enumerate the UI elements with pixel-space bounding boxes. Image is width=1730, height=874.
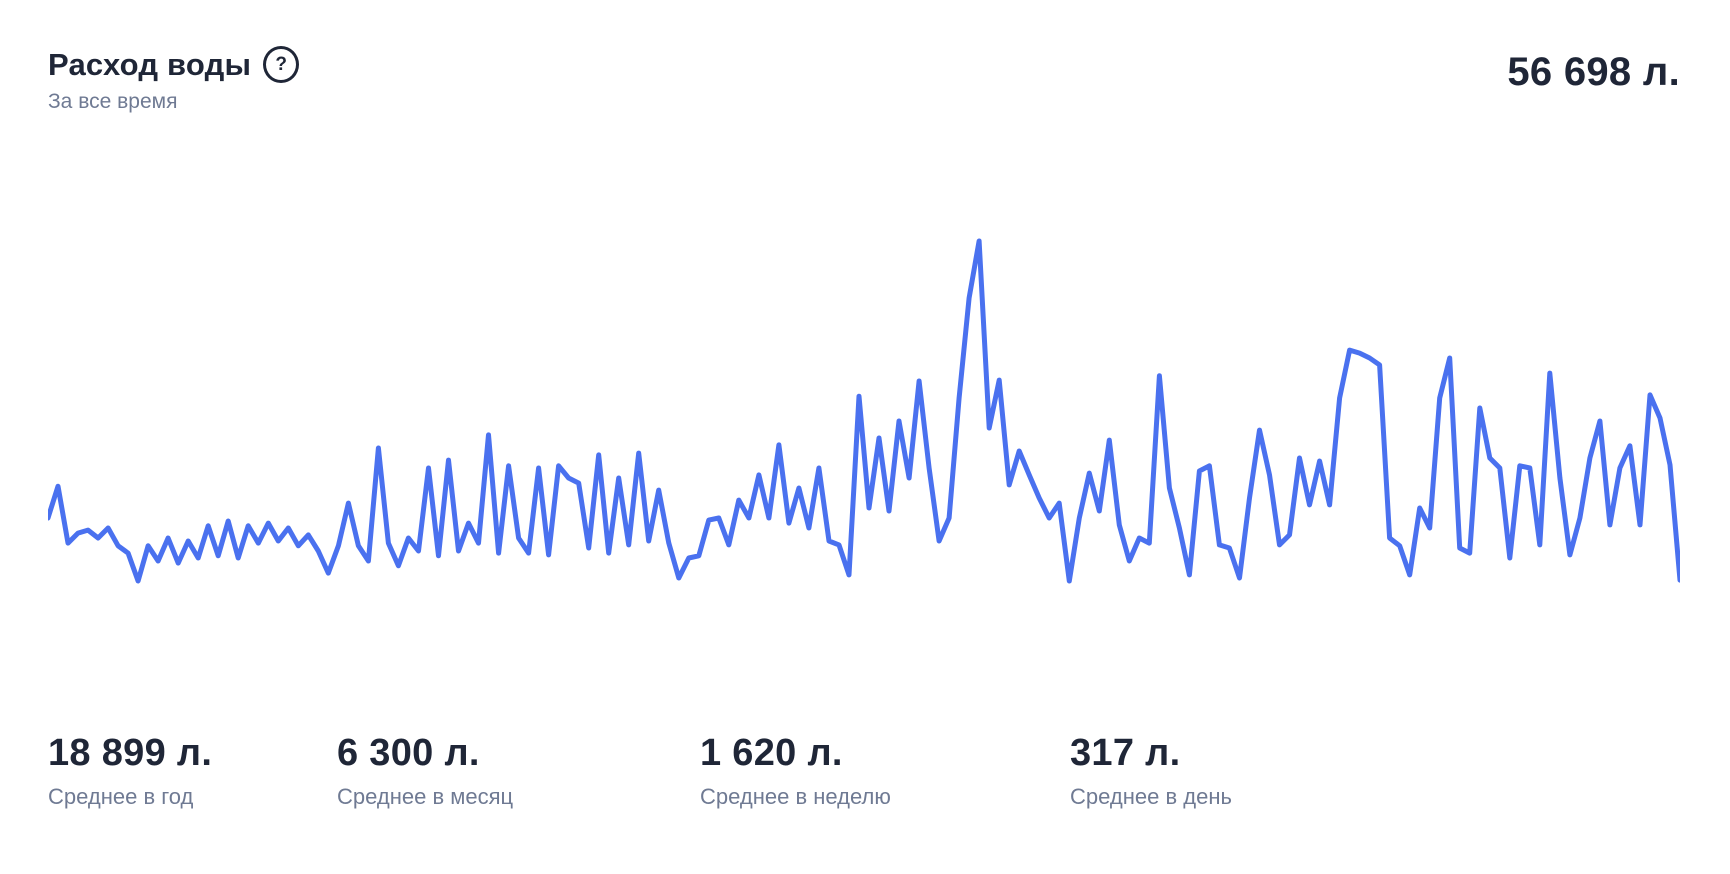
stat-value: 1 620 л. [700, 732, 843, 774]
stat-value: 18 899 л. [48, 732, 213, 774]
title-row: Расход воды ? [48, 46, 300, 83]
stat-average-day: 317 л. Среднее в день [1070, 732, 1232, 810]
page-title: Расход воды [48, 46, 252, 82]
stat-value: 317 л. [1070, 732, 1181, 774]
water-consumption-line [48, 238, 1680, 584]
stat-value: 6 300 л. [337, 732, 480, 774]
chart-canvas[interactable] [48, 233, 1680, 595]
stat-label: Среднее в месяц [337, 783, 514, 809]
header: Расход воды ? За все время [48, 46, 300, 114]
total-consumption-value: 56 698 л. [1507, 50, 1680, 94]
period-subtitle: За все время [48, 90, 178, 113]
stat-average-week: 1 620 л. Среднее в неделю [700, 732, 891, 810]
stat-label: Среднее в год [48, 783, 194, 809]
stat-label: Среднее в день [1070, 783, 1232, 809]
stat-average-year: 18 899 л. Среднее в год [48, 732, 213, 810]
consumption-line-chart[interactable] [48, 233, 1680, 595]
stat-average-month: 6 300 л. Среднее в месяц [337, 732, 514, 810]
help-question-icon[interactable]: ? [263, 46, 300, 83]
stat-label: Среднее в неделю [700, 783, 891, 809]
